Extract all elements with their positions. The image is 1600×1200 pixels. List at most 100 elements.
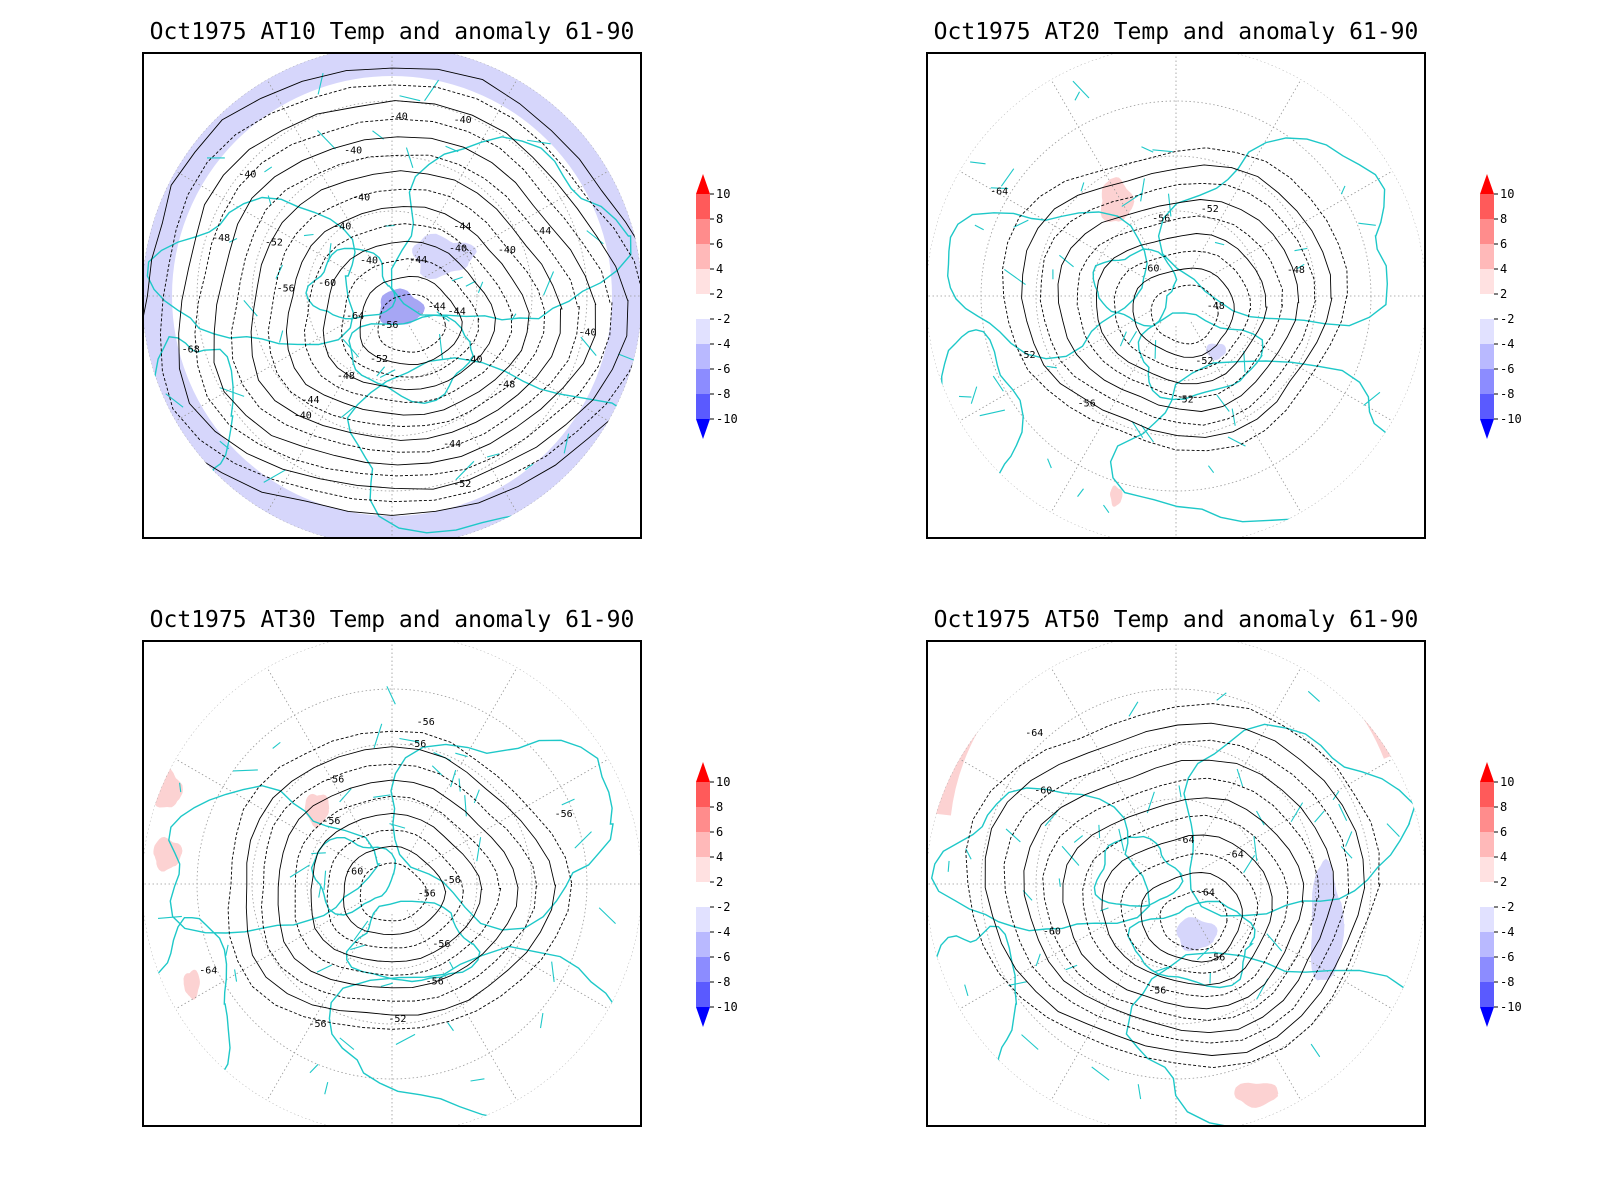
contour-labels: -48 -52 -52 -56 -52 -64 -60 -56 -52 -48: [990, 187, 1305, 410]
contour-line: [1082, 814, 1289, 998]
colorbar-segment: [1480, 907, 1494, 932]
border-segment: [445, 145, 459, 153]
colorbar-label: 4: [716, 262, 723, 276]
border-segment: [339, 788, 352, 803]
contour-label: -56: [277, 284, 295, 295]
coastline-path: [946, 211, 1148, 360]
border-segment: [1128, 701, 1139, 717]
contour-label: -52: [388, 1014, 406, 1025]
contour-line: [1057, 199, 1300, 412]
border-segment: [974, 224, 984, 231]
contour-line: [1002, 147, 1348, 452]
contour-line: [159, 84, 640, 503]
coastline-path: [345, 900, 481, 983]
border-segment: [990, 187, 1009, 190]
contour-label: -60: [345, 867, 363, 878]
border-segment: [1058, 878, 1061, 887]
border-segment: [373, 794, 391, 798]
border-segment: [1363, 391, 1381, 406]
colorbar-segment: [1480, 982, 1494, 1007]
colorbar: 10 8 6 4 2 -2 -4 -6 -8 -10: [1474, 760, 1534, 1050]
colorbar-label: -2: [1500, 312, 1514, 326]
border-segment: [1119, 331, 1127, 347]
border-segment: [243, 300, 258, 317]
colorbar-label: 2: [716, 875, 723, 889]
colorbar-segment: [1480, 857, 1494, 882]
border-segment: [455, 460, 475, 481]
contour-label: -40: [238, 170, 256, 181]
contour-line: [1039, 182, 1317, 426]
contour-label: -40: [454, 115, 472, 126]
contour-label: -64: [1197, 888, 1215, 899]
colorbar-label: 4: [1500, 262, 1507, 276]
contour-line: [1101, 834, 1273, 986]
colorbar-segment: [1480, 294, 1494, 319]
border-segment: [470, 1078, 485, 1082]
coastline-path: [144, 917, 231, 1081]
contour-label: -48: [212, 233, 230, 244]
colorbar-label: -8: [716, 387, 730, 401]
border-segment: [1140, 178, 1145, 202]
panel-title: Oct1975 AT10 Temp and anomaly 61-90: [149, 19, 635, 45]
border-segment: [1035, 953, 1041, 967]
contour-line: [245, 746, 557, 1016]
contour-label: -52: [1195, 356, 1213, 367]
contour-label: -52: [1201, 204, 1219, 215]
border-segment: [342, 338, 359, 358]
border-segment: [353, 920, 369, 941]
border-segment: [1314, 810, 1325, 823]
anomaly-patch: [1234, 1082, 1279, 1108]
contour-line: [359, 862, 428, 922]
border-segment: [970, 161, 986, 165]
contour-line: [1095, 233, 1268, 385]
contour-line: [250, 170, 563, 441]
contour-line: [965, 703, 1381, 1069]
border-segment: [309, 1064, 319, 1074]
border-segment: [979, 409, 1005, 417]
border-segment: [220, 387, 245, 397]
border-segment: [264, 166, 273, 173]
anomaly-patch: [1205, 343, 1226, 361]
colorbar-label: -10: [1500, 1000, 1522, 1014]
coastline-path: [146, 196, 356, 346]
contour-label: -56: [417, 717, 435, 728]
colorbar-label: 2: [1500, 875, 1507, 889]
contour-label: -60: [318, 278, 336, 289]
border-segment: [458, 778, 461, 792]
colorbar-label: -6: [1500, 950, 1514, 964]
panel-at10: Oct1975 AT10 Temp and anomaly 61-90 -44 -…: [142, 14, 742, 554]
border-segment: [598, 907, 616, 925]
colorbar-label: -2: [716, 900, 730, 914]
border-segment: [1296, 263, 1305, 270]
border-segment: [1137, 1084, 1142, 1100]
border-segment: [1153, 966, 1170, 973]
border-segment: [1231, 408, 1236, 426]
colorbar-segment: [696, 982, 710, 1007]
border-segment: [1005, 828, 1021, 843]
border-segment: [1103, 504, 1110, 513]
contour-label: -64: [199, 966, 217, 977]
coastline-path: [1109, 360, 1419, 523]
anomaly-ring: [928, 642, 1409, 816]
contour-label: -56: [1078, 399, 1096, 410]
contour-line: [1150, 284, 1219, 345]
border-segment: [1008, 981, 1027, 987]
contour-line: [1132, 267, 1235, 358]
coastline-path: [168, 784, 381, 934]
border-segment: [1146, 791, 1155, 814]
border-segment: [234, 969, 238, 982]
colorbar-segment: [696, 394, 710, 419]
contour-label: -56: [555, 809, 573, 820]
colorbar-label: -10: [716, 1000, 738, 1014]
border-segment: [1072, 80, 1090, 99]
colorbar-arrow-bottom: [1480, 419, 1494, 439]
border-segment: [1216, 692, 1227, 701]
temperature-contours: [144, 67, 640, 516]
colorbar-arrow-top: [696, 762, 710, 782]
colorbar: 10 8 6 4 2 -2 -4 -6 -8 -10: [690, 172, 750, 462]
lat-lon-grid: [144, 54, 640, 537]
colorbar-segment: [696, 807, 710, 832]
colorbar-segment: [1480, 394, 1494, 419]
border-segment: [551, 961, 555, 983]
contour-label: -44: [453, 222, 471, 233]
